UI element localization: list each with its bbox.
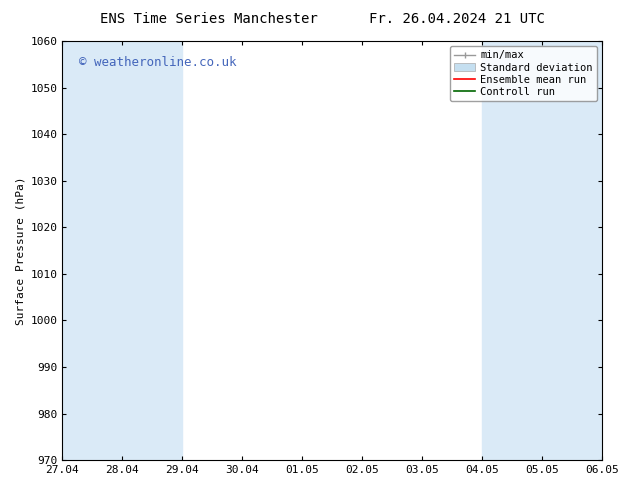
Text: Fr. 26.04.2024 21 UTC: Fr. 26.04.2024 21 UTC <box>368 12 545 26</box>
Legend: min/max, Standard deviation, Ensemble mean run, Controll run: min/max, Standard deviation, Ensemble me… <box>450 46 597 101</box>
Y-axis label: Surface Pressure (hPa): Surface Pressure (hPa) <box>15 176 25 325</box>
Bar <box>482 41 602 460</box>
Text: ENS Time Series Manchester: ENS Time Series Manchester <box>100 12 318 26</box>
Bar <box>62 41 183 460</box>
Text: © weatheronline.co.uk: © weatheronline.co.uk <box>79 56 236 69</box>
